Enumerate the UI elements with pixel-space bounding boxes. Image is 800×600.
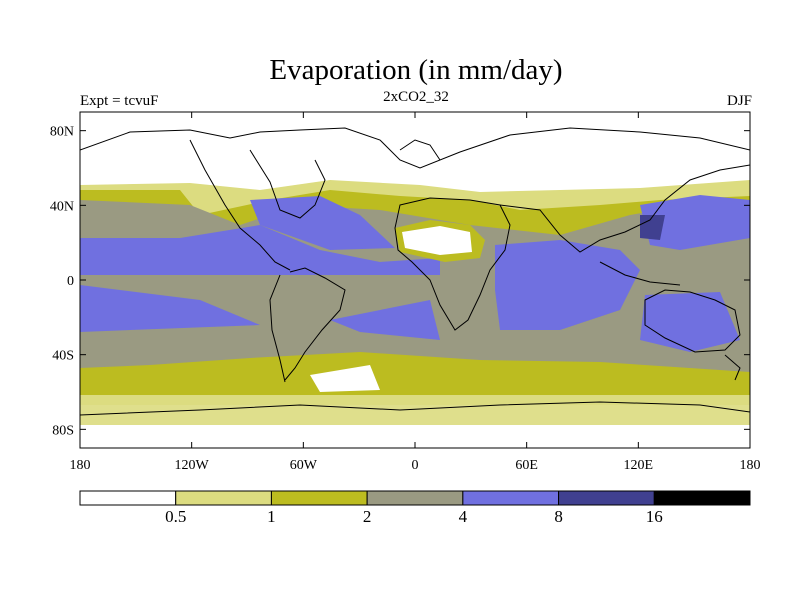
lon-tick-label: 60W bbox=[290, 458, 318, 473]
band-white-sahara bbox=[402, 226, 472, 255]
band-blue-south-atlantic bbox=[330, 300, 440, 340]
band-light-yellow-south bbox=[80, 395, 750, 425]
colorbar-level-label: 16 bbox=[646, 507, 663, 526]
colorbar-level-label: 4 bbox=[459, 507, 468, 526]
colorbar-swatch bbox=[462, 490, 560, 506]
band-blue-north-atlantic-pacific bbox=[80, 225, 440, 275]
band-blue-west-pacific bbox=[640, 195, 750, 250]
map-title: Evaporation (in mm/day) bbox=[269, 54, 563, 86]
lon-tick-label: 180 bbox=[740, 458, 761, 473]
lon-tick-label: 60E bbox=[515, 458, 538, 473]
lat-tick-label: 40N bbox=[50, 199, 74, 214]
lon-tick-label: 120E bbox=[624, 458, 654, 473]
band-white-southern-ocean bbox=[310, 365, 380, 392]
colorbar-level-label: 1 bbox=[267, 507, 276, 526]
band-blue-gulf-stream bbox=[250, 196, 395, 250]
band-blue-indian-ocean bbox=[495, 240, 640, 330]
colorbar-swatch bbox=[270, 490, 368, 506]
experiment-label: Expt = tcvuF bbox=[80, 93, 159, 109]
season-label: DJF bbox=[726, 93, 752, 109]
colorbar-swatch bbox=[653, 490, 751, 506]
lon-tick-label: 180 bbox=[70, 458, 91, 473]
colorbar-swatch bbox=[366, 490, 464, 506]
coastlines bbox=[80, 127, 750, 416]
colorbar-level-label: 0.5 bbox=[165, 507, 186, 526]
colorbar-swatch bbox=[558, 490, 655, 506]
lon-tick-label: 120W bbox=[175, 458, 210, 473]
lat-tick-label: 80N bbox=[50, 125, 74, 140]
lon-tick-label: 0 bbox=[412, 458, 419, 473]
colorbar-level-label: 8 bbox=[554, 507, 563, 526]
colorbar-swatch bbox=[79, 490, 177, 506]
lat-tick-label: 0 bbox=[67, 274, 74, 289]
band-blue-south-pacific bbox=[80, 285, 260, 332]
colorbar-swatch bbox=[175, 490, 272, 506]
lat-tick-label: 80S bbox=[52, 423, 74, 438]
map-subtitle: 2xCO2_32 bbox=[383, 89, 449, 105]
colorbar-level-label: 2 bbox=[363, 507, 372, 526]
band-blue-australia bbox=[640, 292, 740, 352]
lat-tick-label: 40S bbox=[52, 349, 74, 364]
